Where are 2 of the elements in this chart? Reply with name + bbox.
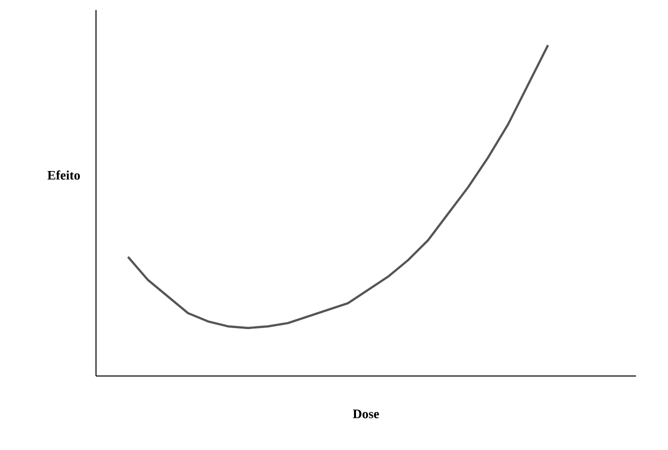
y-axis-title: Efeito xyxy=(47,170,80,180)
x-axis-title: Dose xyxy=(352,410,379,418)
